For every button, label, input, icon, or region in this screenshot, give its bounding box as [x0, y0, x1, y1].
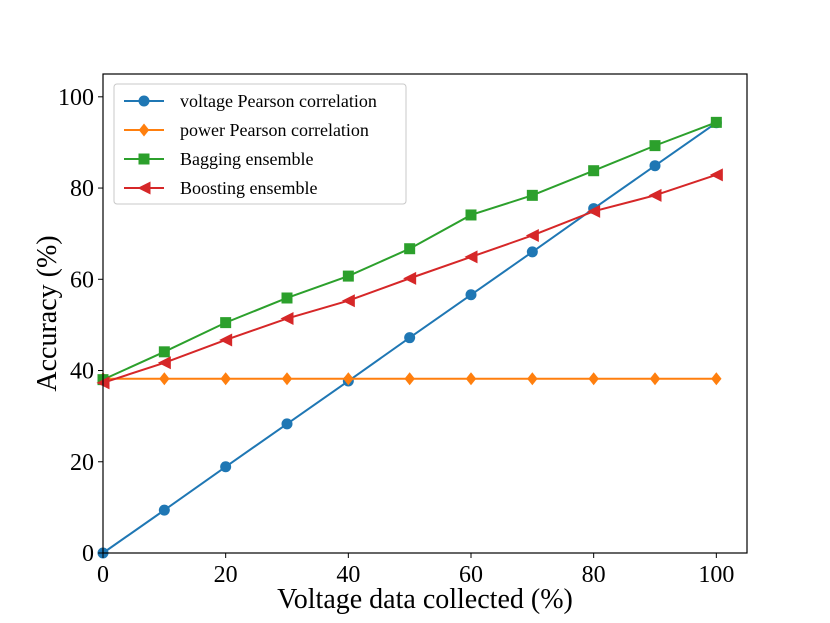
plot-frame [102, 73, 748, 554]
legend-swatch-marker [138, 95, 150, 107]
data-point [587, 204, 601, 218]
data-point [220, 317, 232, 329]
data-point [527, 372, 538, 386]
legend-label: voltage Pearson correlation [180, 91, 377, 111]
data-point [219, 333, 233, 347]
y-tick-label: 60 [70, 267, 94, 293]
x-axis-ticks: 0 20 40 60 80 100 [97, 553, 734, 588]
data-point [403, 271, 417, 285]
series-power-pearson-correlation [97, 372, 722, 386]
x-tick-label: 0 [97, 562, 109, 588]
data-point [711, 372, 722, 386]
y-tick-label: 20 [70, 450, 94, 476]
y-tick-label: 0 [82, 541, 94, 567]
data-point [649, 140, 661, 152]
legend-item: Bagging ensemble [124, 149, 313, 169]
data-point [280, 312, 294, 326]
data-point [588, 372, 599, 386]
data-point [464, 250, 478, 264]
legend-swatch-marker [137, 181, 151, 195]
x-tick-label: 20 [214, 562, 238, 588]
x-axis-title: Voltage data collected (%) [277, 584, 573, 615]
data-point [404, 243, 416, 255]
data-point [157, 356, 171, 370]
data-point [220, 372, 231, 386]
legend-swatch-marker [138, 123, 150, 137]
data-point [526, 246, 538, 258]
legend-label: power Pearson correlation [180, 120, 369, 140]
legend-swatch-marker [138, 153, 150, 165]
x-tick-label: 40 [336, 562, 360, 588]
data-point [709, 168, 723, 182]
data-point [281, 418, 293, 430]
data-point [158, 346, 170, 358]
legend-box [113, 83, 407, 205]
data-point [220, 461, 232, 473]
legend: voltage Pearson correlation power Pearson… [113, 83, 407, 205]
data-point [465, 209, 477, 221]
data-point [465, 372, 477, 386]
y-tick-label: 40 [70, 359, 94, 385]
data-point [158, 504, 170, 516]
data-point [404, 332, 416, 344]
y-tick-label: 100 [58, 85, 94, 111]
data-point [710, 116, 722, 128]
data-point [343, 372, 354, 386]
data-point [525, 228, 539, 242]
legend-item: power Pearson correlation [124, 120, 369, 140]
x-tick-label: 60 [459, 562, 483, 588]
data-point [342, 270, 354, 282]
data-point [588, 165, 600, 177]
data-point [341, 294, 355, 308]
series-boosting-ensemble [96, 168, 723, 390]
legend-label: Boosting ensemble [180, 178, 318, 198]
y-axis-title: Accuracy (%) [32, 235, 63, 391]
data-point [159, 372, 170, 386]
legend-label: Bagging ensemble [180, 149, 313, 169]
data-point [648, 188, 662, 202]
data-point [649, 160, 661, 172]
y-axis-ticks: 0 20 40 60 80 100 [58, 85, 103, 567]
series-voltage-pearson-correlation [97, 117, 722, 559]
data-point [465, 289, 477, 301]
data-point [281, 372, 293, 386]
x-tick-label: 100 [698, 562, 734, 588]
legend-item: Boosting ensemble [124, 178, 318, 198]
data-point [281, 292, 293, 304]
data-point [404, 372, 415, 386]
y-tick-label: 80 [70, 176, 94, 202]
legend-item: voltage Pearson correlation [124, 91, 377, 111]
data-point [526, 189, 538, 201]
data-point [649, 372, 661, 386]
x-tick-label: 80 [582, 562, 606, 588]
